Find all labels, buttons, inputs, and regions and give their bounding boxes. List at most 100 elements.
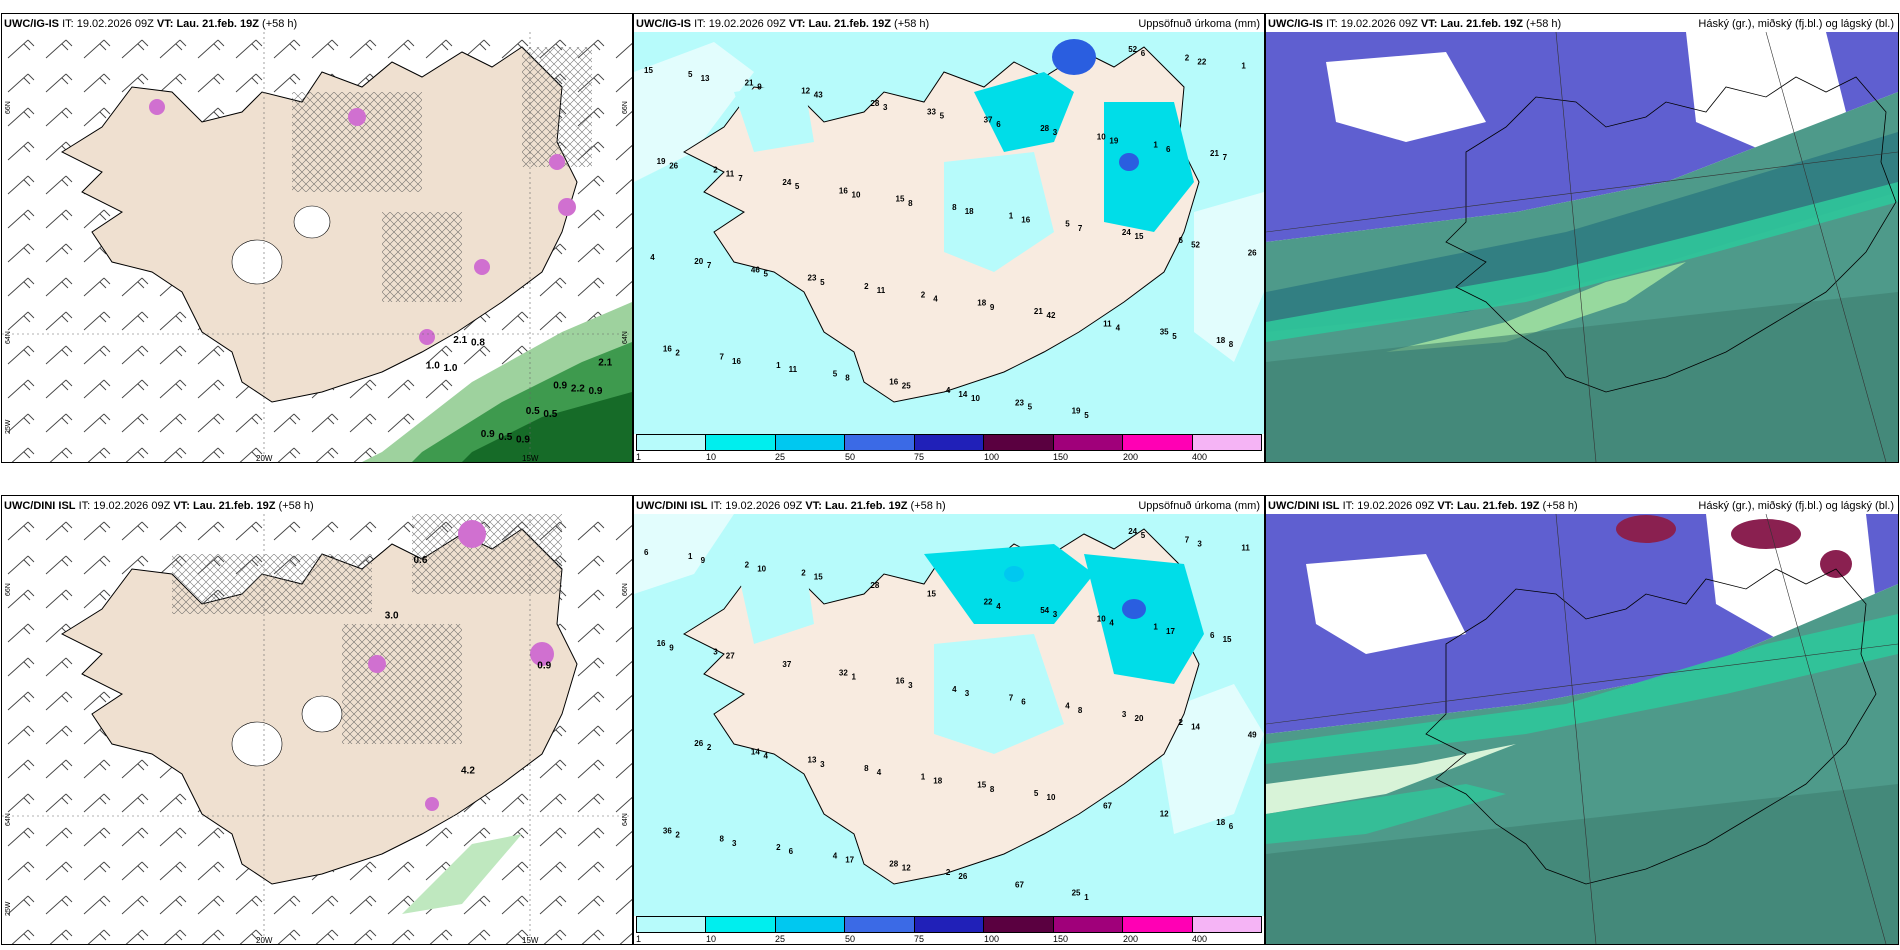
vt-label: VT: [1420, 18, 1438, 30]
map-value-label: 1 [1153, 141, 1158, 150]
map-value-label: 3 [908, 681, 913, 690]
lat-label-66n: 66N [5, 583, 12, 596]
wind-map: 1.0 0.9 0.9 0.8 0.5 1.0 0.5 2.2 2.1 0.5 2.1 0.9 0.9 [2, 32, 632, 462]
map-value-label: 1.0 [426, 360, 440, 371]
iceland-outline [1425, 568, 1877, 885]
lead-time: (+58 h) [894, 18, 930, 30]
precip-title: Uppsöfnuð úrkoma (mm) [1138, 18, 1260, 30]
model-name: UWC/DINI ISL [636, 500, 708, 512]
map-value-label: 15 [977, 781, 986, 790]
lat-label-25w: 25W [5, 419, 12, 434]
lon-label-15w: 15W [522, 454, 539, 463]
map-value-label: 6 [789, 847, 794, 856]
vt-label: VT: [1437, 500, 1454, 512]
map-value-label: 54 [1040, 606, 1049, 615]
map-value-label: 2 [801, 569, 806, 578]
map-value-label: 67 [1015, 880, 1024, 889]
map-value-label: 5 [940, 112, 945, 121]
map-value-label: 42 [1047, 311, 1056, 320]
map-value-label: 1 [1241, 62, 1246, 71]
map-value-label: 5 [820, 278, 825, 287]
colorbar-ticks: 1 10 25 50 75 100 150 200 400 [636, 452, 1262, 462]
map-value-label: 1 [921, 772, 926, 781]
precip-value-labels: 3222516283215644111271181084713543616241… [644, 527, 1257, 902]
map-value-label: 20 [1135, 714, 1144, 723]
map-value-label: 11 [877, 286, 886, 295]
cb-swatch-150 [1053, 435, 1124, 450]
panel-header: UWC/IG-IS IT: 19.02.2026 09Z VT: Lau. 21… [1268, 18, 1561, 31]
vt-label: VT: [156, 18, 174, 30]
map-value-label: 16 [657, 639, 666, 648]
cb-swatch-50 [845, 435, 915, 450]
map-value-label: 1 [1084, 893, 1089, 902]
map-value-label: 21 [1034, 307, 1043, 316]
map-value-label: 16 [1021, 215, 1030, 224]
map-value-label: 4 [933, 294, 938, 303]
it-value: 19.02.2026 09Z [93, 500, 171, 512]
map-value-label: 9 [990, 303, 995, 312]
map-value-label: 7 [1009, 693, 1014, 702]
cb-tick: 10 [706, 934, 717, 944]
map-value-label: 12 [902, 864, 911, 873]
wind-value-labels: 3.0 4.2 0.9 0.6 [385, 555, 552, 776]
map-value-label: 11 [789, 365, 798, 374]
lat-label-64n-right: 64N [622, 813, 629, 826]
map-value-label: 15 [814, 573, 823, 582]
map-value-label: 20 [694, 257, 703, 266]
map-value-label: 22 [984, 598, 993, 607]
map-value-label: 8 [720, 835, 725, 844]
colorbar-ticks: 1 10 25 50 75 100 150 200 400 [636, 934, 1262, 944]
map-value-label: 37 [782, 660, 791, 669]
map-value-label: 52 [1128, 45, 1137, 54]
map-value-label: 67 [1103, 801, 1112, 810]
iceland-outline [1445, 76, 1897, 393]
map-value-label: 6 [1141, 49, 1146, 58]
cb-tick: 50 [845, 452, 856, 462]
map-value-label: 9 [701, 556, 706, 565]
it-label: IT: [62, 18, 74, 30]
map-value-label: 5 [833, 369, 838, 378]
map-value-label: 6 [1021, 697, 1026, 706]
map-value-label: 2 [675, 831, 680, 840]
map-value-label: 3 [1053, 610, 1058, 619]
map-value-label: 5 [1172, 332, 1177, 341]
map-value-label: 17 [1166, 627, 1175, 636]
map-value-label: 12 [1160, 810, 1169, 819]
map-value-label: 2 [864, 282, 869, 291]
it-label: IT: [694, 18, 706, 30]
map-value-label: 0.5 [526, 406, 540, 417]
it-label: IT: [710, 500, 723, 512]
map-value-label: 0.9 [481, 429, 495, 440]
map-value-label: 26 [669, 161, 678, 170]
map-value-label: 1 [1009, 211, 1014, 220]
cb-swatch-150 [1053, 917, 1124, 932]
map-value-label: 24 [1122, 228, 1131, 237]
map-value-label: 18 [965, 207, 974, 216]
cb-tick: 1 [636, 934, 642, 944]
map-value-label: 7 [720, 353, 725, 362]
map-value-label: 24 [782, 178, 791, 187]
map-value-label: 17 [845, 855, 854, 864]
map-value-label: 14 [1191, 722, 1200, 731]
map-value-label: 10 [757, 564, 766, 573]
precip-map: 2461221191624211821555211112107822328161… [634, 32, 1264, 434]
map-value-label: 2 [745, 560, 750, 569]
map-value-label: 4 [764, 752, 769, 761]
map-value-label: 3 [1053, 128, 1058, 137]
vt-label: VT: [173, 500, 190, 512]
map-value-label: 2.1 [453, 335, 467, 346]
map-value-label: 2 [946, 868, 951, 877]
it-value: 19.02.2026 09Z [1340, 18, 1418, 30]
map-value-label: 16 [663, 344, 672, 353]
map-value-label: 11 [1103, 319, 1112, 328]
map-value-label: 5 [1028, 403, 1033, 412]
map-value-label: 4 [1116, 324, 1121, 333]
ig-wind-panel: UWC/IG-IS IT: 19.02.2026 09Z VT: Lau. 21… [1, 13, 633, 463]
map-value-label: 15 [927, 589, 936, 598]
map-value-label: 46 [751, 265, 760, 274]
lat-label-64n: 64N [5, 813, 12, 826]
map-value-label: 3 [883, 103, 888, 112]
dini-precip-panel: UWC/DINI ISL IT: 19.02.2026 09Z VT: Lau.… [633, 495, 1265, 945]
map-value-label: 22 [1197, 58, 1206, 67]
map-value-label: 0.6 [414, 555, 428, 566]
